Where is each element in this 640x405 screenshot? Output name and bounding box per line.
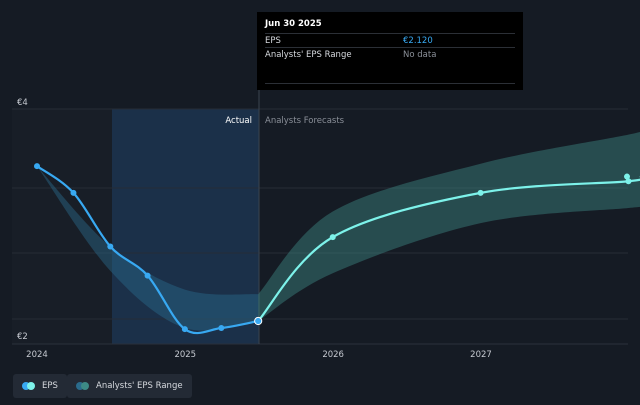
tooltip-eps-value: €2.120 [403, 35, 433, 46]
eps-actual-point [144, 272, 151, 279]
legend-eps-label: EPS [42, 381, 58, 391]
tooltip-date: Jun 30 2025 [265, 19, 322, 29]
legend-range-label: Analysts' EPS Range [96, 381, 183, 391]
eps-actual-point [107, 243, 114, 250]
eps-forecast-point [624, 173, 630, 180]
range-band-forecast [258, 131, 640, 322]
tooltip: Jun 30 2025 EPS €2.120 Analysts' EPS Ran… [257, 12, 523, 90]
tooltip-row-range: Analysts' EPS Range No data [265, 47, 515, 61]
tooltip-row-eps: EPS €2.120 [265, 33, 515, 47]
actual-region-label: Actual [225, 116, 252, 126]
actual-highlight [112, 109, 259, 344]
eps-actual-point [34, 163, 40, 170]
tooltip-eps-label: EPS [265, 35, 281, 46]
forecast-region-label: Analysts Forecasts [265, 116, 345, 126]
eps-actual-point [254, 316, 263, 326]
eps-forecast-point [625, 178, 632, 185]
eps-actual-point [218, 325, 225, 332]
y-tick-label: €2 [17, 332, 28, 342]
x-axis-ticks: 2024 2025 2026 2027 [26, 350, 492, 360]
eps-actual-point [181, 326, 188, 333]
eps-legend-icon [22, 382, 36, 390]
tooltip-range-label: Analysts' EPS Range [265, 49, 352, 60]
range-legend-icon [76, 382, 90, 390]
eps-forecast-point [477, 189, 484, 196]
plot-area [34, 131, 640, 335]
eps-actual-point [70, 189, 77, 196]
x-tick-label: 2026 [322, 350, 344, 360]
range-band-past [37, 166, 259, 331]
eps-forecast-point [329, 234, 336, 241]
legend-eps-button[interactable]: EPS [13, 374, 67, 398]
x-tick-label: 2025 [174, 350, 196, 360]
x-tick-label: 2027 [470, 350, 492, 360]
y-tick-label: €4 [17, 98, 28, 108]
legend-range-button[interactable]: Analysts' EPS Range [67, 374, 192, 398]
x-tick-label: 2024 [26, 350, 48, 360]
tooltip-divider [265, 83, 515, 84]
tooltip-range-value: No data [403, 49, 437, 60]
